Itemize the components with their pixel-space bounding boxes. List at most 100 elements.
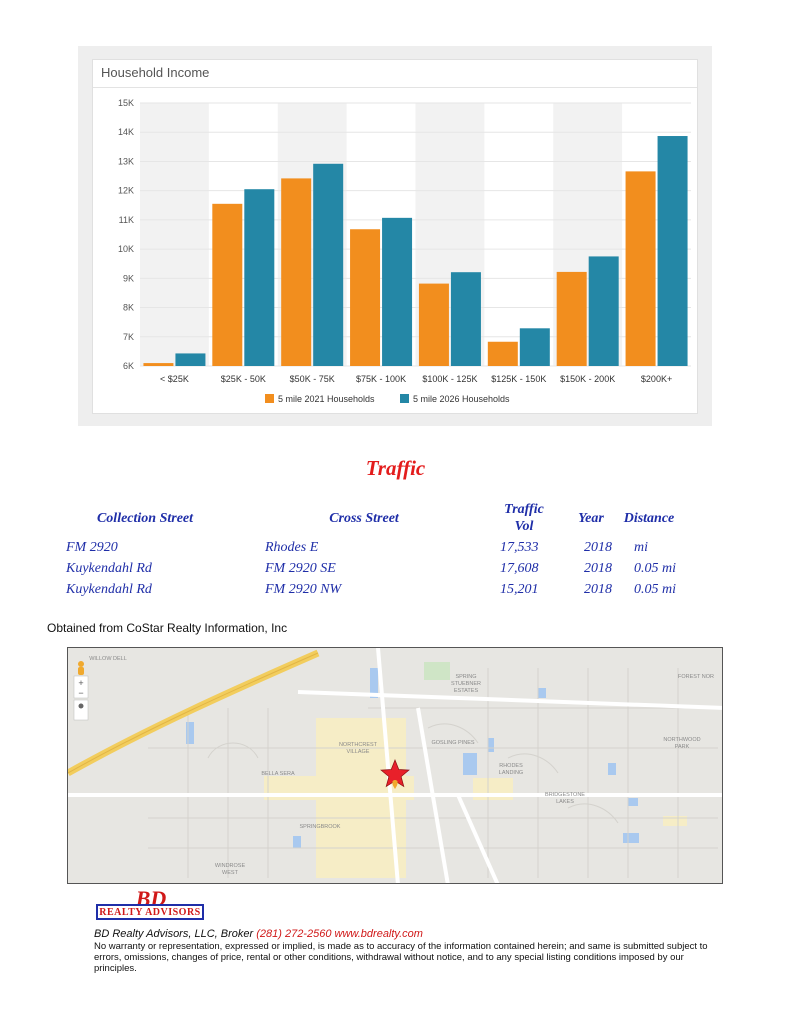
source-note: Obtained from CoStar Realty Information,… [47, 621, 288, 635]
bar-series-2 [450, 272, 481, 366]
highway [68, 649, 320, 777]
zoom-controls: + − [73, 675, 89, 699]
water-body [463, 753, 477, 775]
disclaimer: No warranty or representation, expressed… [94, 941, 708, 974]
traffic-title: Traffic [365, 456, 426, 480]
row-cross-street: FM 2920 SE [265, 561, 336, 576]
bar-series-2 [657, 136, 688, 366]
broker-name: BD Realty Advisors, LLC, Broker [94, 928, 254, 940]
bar-series-2 [313, 163, 344, 366]
logo-box: REALTY ADVISORS [96, 904, 204, 920]
map-layers-button[interactable] [73, 699, 89, 721]
map-canvas[interactable]: WILLOW DELL NORTHCREST VILLAGE GOSLING P… [68, 648, 723, 884]
bd-realty-logo: BD REALTY ADVISORS [94, 886, 208, 923]
x-tick-label: $150K - 200K [560, 374, 615, 384]
row-distance: mi [634, 540, 648, 555]
y-tick-label: 13K [118, 156, 134, 166]
zoom-control-panel [73, 675, 89, 699]
map-label-lakes: LAKES [556, 799, 574, 805]
water-body [488, 738, 494, 752]
x-tick-label: $125K - 150K [491, 374, 546, 384]
header-collection-street: Collection Street [96, 511, 194, 526]
map-label-springbrook: SPRINGBROOK [300, 824, 341, 830]
water-body [538, 688, 546, 698]
row-traffic-vol: 15,201 [500, 582, 539, 597]
bar-series-1 [212, 203, 243, 366]
water-body [370, 668, 378, 698]
commercial-zone [663, 816, 687, 826]
header-cross-street: Cross Street [329, 511, 399, 526]
main-roads [68, 648, 722, 883]
map-label-spring: SPRING [455, 674, 476, 680]
map-label-stuebner: STUEBNER [451, 681, 481, 687]
row-cross-street: Rhodes E [265, 540, 319, 555]
bar-series-2 [588, 256, 619, 366]
bar-series-2 [244, 189, 275, 366]
broker-website[interactable]: www.bdrealty.com [334, 928, 423, 940]
x-tick-label: $25K - 50K [221, 374, 266, 384]
header-traffic: Traffic [504, 502, 544, 517]
map-label-northcrest: NORTHCREST [339, 742, 378, 748]
row-year: 2018 [584, 540, 612, 555]
y-tick-label: 15K [118, 98, 134, 108]
water-body [186, 722, 194, 744]
bar-series-1 [143, 363, 174, 366]
row-collection-street: FM 2920 [66, 540, 118, 555]
row-traffic-vol: 17,533 [500, 540, 539, 555]
row-year: 2018 [584, 561, 612, 576]
bar-series-1 [281, 178, 312, 366]
map-label-rhodes: RHODES [499, 763, 523, 769]
park-area [424, 662, 450, 680]
highway-centerline [68, 652, 319, 774]
row-year: 2018 [584, 582, 612, 597]
map-label-northwood: NORTHWOOD [663, 737, 700, 743]
chart-panel: 6K 7K 8K 9K 10K 11K 12K 13K 14K 15K < $25K $25K - 5… [92, 59, 698, 414]
household-income-chart-card: 6K 7K 8K 9K 10K 11K 12K 13K 14K 15K < $25K $25K - 5… [78, 46, 712, 426]
bar-series-1 [625, 171, 656, 366]
y-tick-label: 6K [123, 361, 134, 371]
bar-series-1 [350, 229, 381, 366]
map-label-bella-sera: BELLA SERA [261, 771, 295, 777]
y-tick-label: 12K [118, 186, 134, 196]
row-traffic-vol: 17,608 [500, 561, 539, 576]
water-body [608, 763, 616, 775]
street-view-pegman-icon[interactable] [78, 661, 84, 675]
bar-series-1 [556, 271, 587, 366]
chart-title: Household Income [101, 65, 210, 80]
household-income-chart: 6K 7K 8K 9K 10K 11K 12K 13K 14K 15K < $25K $25K - 5… [118, 98, 691, 404]
zoom-out-button[interactable]: − [78, 688, 83, 698]
bar-series-1 [418, 283, 449, 366]
header-distance: Distance [623, 511, 675, 526]
water-body [623, 833, 639, 843]
header-traffic-vol: Vol [514, 519, 534, 534]
map-pin-icon [392, 780, 398, 789]
row-distance: 0.05 mi [634, 582, 676, 597]
map-label-west: WEST [222, 870, 239, 876]
x-tick-label: $100K - 125K [422, 374, 477, 384]
header-year: Year [578, 511, 604, 526]
bar-series-2 [519, 328, 550, 366]
map-label-forest-nor: FOREST NOR [678, 674, 714, 680]
map-labels: WILLOW DELL NORTHCREST VILLAGE GOSLING P… [89, 656, 714, 876]
row-collection-street: Kuykendahl Rd [66, 582, 152, 597]
row-distance: 0.05 mi [634, 561, 676, 576]
broker-phone: (281) 272-2560 [256, 928, 332, 940]
chart-title-divider [93, 87, 697, 88]
logo-realty-advisors-text: REALTY ADVISORS [99, 907, 201, 918]
broker-line: BD Realty Advisors, LLC, Broker (281) 27… [94, 928, 423, 940]
minor-streets [148, 668, 718, 878]
map-label-village: VILLAGE [347, 749, 370, 755]
legend-swatch [400, 394, 409, 403]
zoom-in-button[interactable]: + [78, 678, 83, 688]
map-layers-icon [78, 703, 84, 709]
map-label-estates: ESTATES [454, 688, 479, 694]
map-label-park: PARK [675, 744, 690, 750]
map-label-windrose: WINDROSE [215, 863, 246, 869]
x-tick-label: < $25K [160, 374, 189, 384]
x-tick-label: $50K - 75K [290, 374, 335, 384]
y-tick-label: 7K [123, 332, 134, 342]
y-tick-label: 10K [118, 244, 134, 254]
location-map[interactable]: WILLOW DELL NORTHCREST VILLAGE GOSLING P… [67, 647, 723, 884]
water-body [293, 836, 301, 848]
logo-bd-text: BD [135, 886, 167, 911]
